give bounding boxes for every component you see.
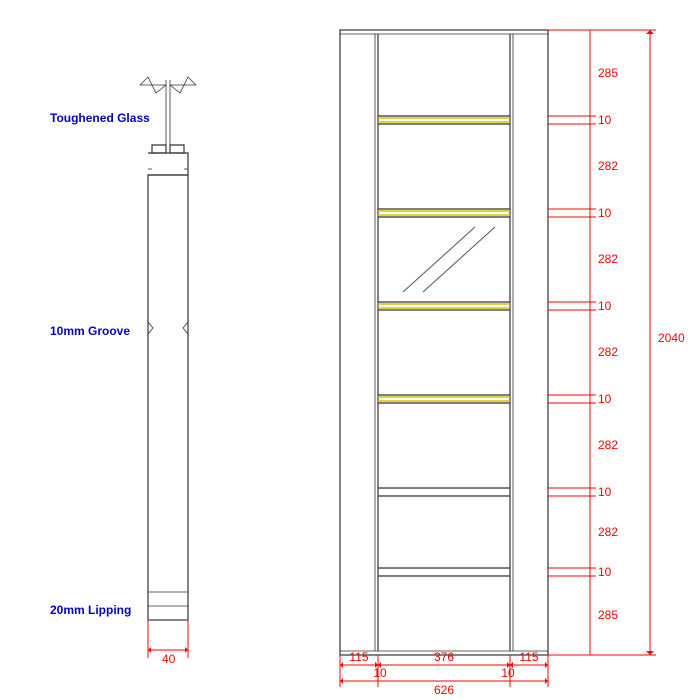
- drawing-canvas: 40 Toughened Glass 10mm Groove 20mm Lipping…: [0, 0, 700, 700]
- svg-text:10mm Groove: 10mm Groove: [50, 324, 130, 338]
- svg-text:Toughened Glass: Toughened Glass: [50, 111, 150, 125]
- svg-text:10: 10: [598, 299, 612, 313]
- svg-text:282: 282: [598, 525, 618, 539]
- svg-text:20mm Lipping: 20mm Lipping: [50, 603, 131, 617]
- svg-text:115: 115: [519, 650, 538, 664]
- svg-text:115: 115: [349, 650, 368, 664]
- svg-text:285: 285: [598, 66, 618, 80]
- svg-text:626: 626: [434, 683, 454, 697]
- svg-text:10: 10: [501, 666, 515, 680]
- svg-text:282: 282: [598, 252, 618, 266]
- svg-text:10: 10: [598, 565, 612, 579]
- svg-text:40: 40: [162, 652, 176, 666]
- svg-text:10: 10: [598, 485, 612, 499]
- svg-text:10: 10: [598, 113, 612, 127]
- svg-text:282: 282: [598, 159, 618, 173]
- svg-text:2040: 2040: [658, 331, 685, 345]
- svg-text:285: 285: [598, 608, 618, 622]
- svg-text:376: 376: [434, 650, 454, 664]
- svg-text:282: 282: [598, 438, 618, 452]
- svg-text:10: 10: [598, 206, 612, 220]
- svg-text:10: 10: [598, 392, 612, 406]
- svg-text:10: 10: [373, 666, 387, 680]
- svg-text:282: 282: [598, 345, 618, 359]
